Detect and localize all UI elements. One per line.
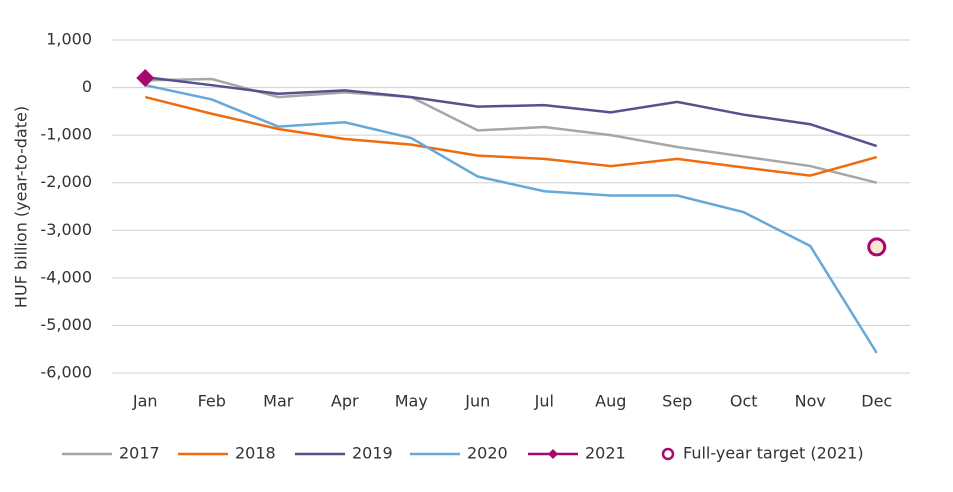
x-tick-label: May: [395, 392, 428, 411]
y-tick-label: -6,000: [40, 363, 92, 382]
legend-label: 2017: [119, 444, 160, 463]
series-line: [145, 75, 878, 148]
series-line: [144, 95, 878, 177]
series-line: [145, 77, 878, 184]
x-tick-label: Dec: [861, 392, 892, 411]
legend-label: 2021: [585, 444, 626, 463]
legend-label: 2019: [352, 444, 393, 463]
y-tick-label: -4,000: [40, 267, 92, 286]
x-tick-label: Apr: [331, 392, 359, 411]
legend-label: Full-year target (2021): [683, 444, 864, 463]
x-tick-label: Jul: [534, 392, 554, 411]
x-tick-label: Mar: [263, 392, 294, 411]
x-tick-label: Jan: [132, 392, 158, 411]
legend-label: 2020: [467, 444, 508, 463]
legend-label: 2018: [235, 444, 276, 463]
x-tick-label: Jun: [464, 392, 490, 411]
y-tick-label: -5,000: [40, 315, 92, 334]
x-tick-label: Nov: [795, 392, 826, 411]
legend-marker: [548, 449, 558, 459]
y-tick-label: -1,000: [40, 125, 92, 144]
y-axis-label: HUF billion (year-to-date): [12, 106, 31, 308]
legend-marker: [661, 447, 675, 461]
x-tick-label: Sep: [662, 392, 692, 411]
y-tick-label: -2,000: [40, 172, 92, 191]
y-tick-label: -3,000: [40, 220, 92, 239]
point: [867, 237, 887, 257]
x-tick-label: Aug: [595, 392, 626, 411]
x-tick-label: Oct: [730, 392, 758, 411]
y-tick-label: 1,000: [46, 30, 92, 49]
y-tick-label: 0: [82, 77, 92, 96]
point: [136, 69, 155, 88]
x-tick-label: Feb: [198, 392, 226, 411]
series-line: [144, 83, 878, 354]
